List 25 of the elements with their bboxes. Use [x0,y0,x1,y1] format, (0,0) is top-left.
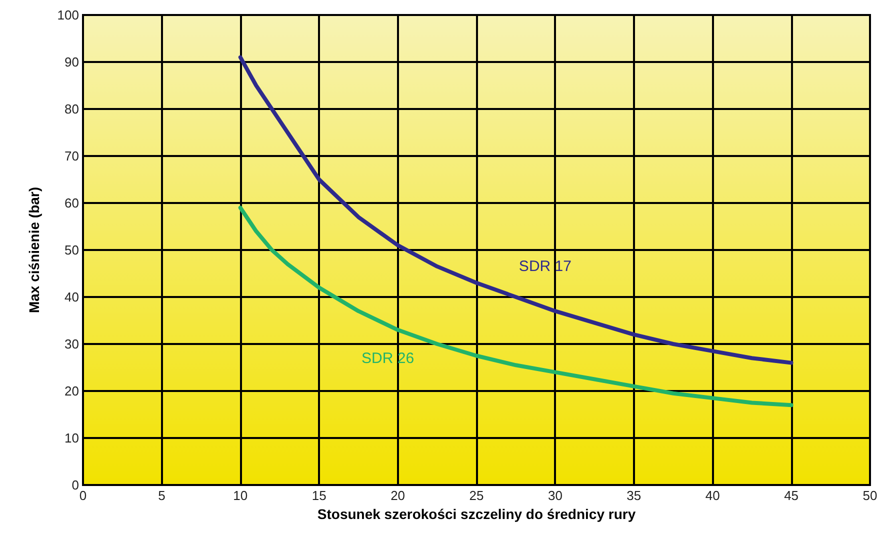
y-tick-label: 80 [64,102,79,116]
x-tick-label: 25 [469,488,484,503]
x-tick-label: 40 [705,488,720,503]
x-tick-label: 35 [626,488,642,503]
x-tick-label: 50 [862,488,878,503]
y-axis-title: Max ciśnienie (bar) [26,186,42,314]
x-tick-label: 20 [390,488,406,503]
x-tick-label: 15 [312,488,326,503]
x-tick-label: 10 [233,488,248,503]
y-tick-label: 40 [64,290,79,304]
x-tick-label: 5 [158,488,166,503]
x-axis-title: Stosunek szerokości szczeliny do średnicy rury [317,506,636,522]
x-tick-label: 30 [548,488,562,503]
y-tick-label: 70 [64,148,79,164]
y-tick-label: 10 [64,430,79,446]
y-tick-label: 100 [57,8,79,22]
line-series [238,206,794,408]
y-tick-label: 90 [64,54,79,70]
line-series [238,55,794,365]
y-tick-label: 50 [64,242,79,258]
x-tick-label: 45 [784,488,799,503]
y-tick-label: 20 [64,384,79,398]
y-tick-label: 0 [72,478,79,492]
y-tick-label: 60 [64,196,79,210]
y-tick-label: 30 [64,336,79,352]
